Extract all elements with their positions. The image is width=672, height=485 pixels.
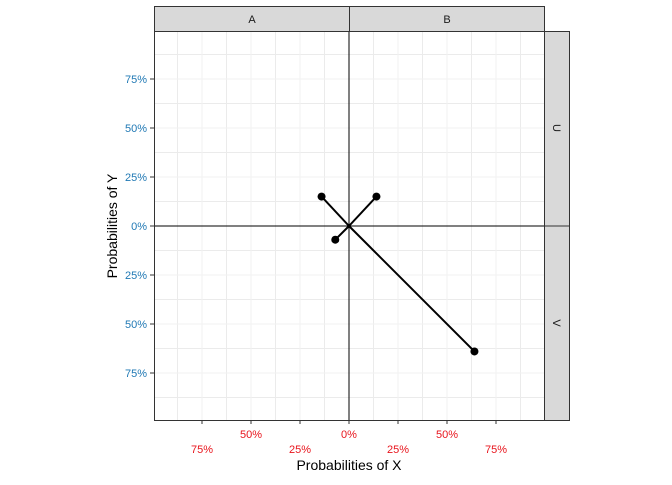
y-axis-title: Probabilities of Y — [104, 173, 120, 278]
axes: 75% 50% 25% 0% 25% 50% 75% 75% 50% 25% 0% 25% 50% 75% — [125, 74, 507, 456]
segment-1 — [348, 195, 378, 227]
strip-label-v: V — [550, 319, 562, 327]
strip-label-a: A — [248, 14, 256, 26]
strip-label-b: B — [443, 14, 450, 26]
strip-b — [349, 6, 545, 32]
point-2 — [331, 235, 340, 244]
strip-label-u: U — [550, 124, 562, 132]
segment-3 — [348, 225, 476, 353]
y-tick-label: 0% — [131, 221, 147, 233]
y-tick-label: 50% — [125, 123, 147, 135]
x-tick-label: 50% — [436, 429, 458, 441]
x-tick-label: 75% — [191, 444, 213, 456]
data-marks — [317, 192, 479, 356]
strip-v — [544, 225, 570, 421]
y-tick-label: 75% — [125, 368, 147, 380]
x-tick-label: 0% — [341, 429, 357, 441]
segment-0 — [320, 195, 350, 227]
point-0 — [317, 192, 326, 201]
y-tick-label: 25% — [125, 270, 147, 282]
y-tick-label: 75% — [125, 74, 147, 86]
strip-u — [544, 31, 570, 227]
point-3 — [470, 347, 479, 356]
x-tick-label: 25% — [289, 444, 311, 456]
x-tick-label: 25% — [387, 444, 409, 456]
x-axis-title: Probabilities of X — [296, 457, 402, 473]
y-tick-label: 50% — [125, 319, 147, 331]
x-tick-label: 75% — [485, 444, 507, 456]
y-tick-label: 25% — [125, 172, 147, 184]
point-1 — [372, 192, 381, 201]
x-tick-label: 50% — [240, 429, 262, 441]
